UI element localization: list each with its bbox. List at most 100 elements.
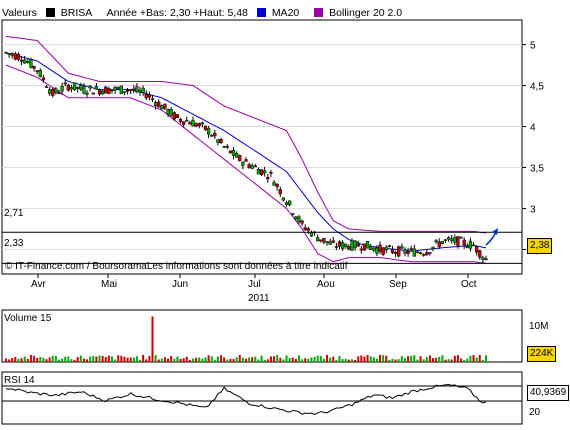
volume-bar [453,355,456,362]
volume-bar [235,357,238,362]
volume-bar [276,355,279,362]
candle-body [259,169,264,175]
volume-bar [435,357,438,362]
volume-bar [269,356,272,362]
level-low-label: 2,33 [4,238,24,249]
candle-body [153,102,158,106]
volume-bar [20,358,23,362]
volume-bar [425,357,428,362]
trend-arrow-head-icon [492,228,498,235]
month-label-oct: Oct [461,279,477,290]
volume-bar [347,359,350,362]
candle-body [38,70,42,77]
volume-bar [294,358,297,362]
candle-body [381,247,385,255]
candle-body [344,243,348,248]
volume-bar [375,358,378,362]
candle-body [82,86,86,94]
candle-body [66,84,70,91]
volume-bar [407,356,410,362]
candle-body [119,85,123,95]
volume-bar [382,355,385,362]
candle-body [116,87,120,89]
candle-body [437,241,441,247]
volume-bar [469,355,472,362]
volume-bar [422,359,425,362]
candle-body [484,258,488,260]
ma-swatch [256,8,266,17]
candle-body [434,240,438,243]
volume-bar [388,359,391,362]
candle-body [319,239,323,242]
candle-body [210,135,214,137]
volume-bar [160,358,163,362]
candle-body [206,128,211,135]
range-text: Année +Bas: 2,30 +Haut: 5,48 [106,7,248,19]
volume-bar [26,358,29,362]
candle-body [44,86,49,88]
legend-ma: MA20 [256,7,305,19]
candle-body [228,150,233,154]
volume-bar [232,359,235,362]
volume-bar [120,355,123,362]
volume-bar [51,355,54,362]
volume-bar [123,356,126,362]
volume-bar [182,358,185,362]
candle-body [166,109,170,115]
volume-bar [335,360,338,362]
candle-body [60,85,64,92]
volume-bar [248,357,251,362]
volume-bar [192,358,195,362]
bollinger-label: Bollinger 20 2.0 [329,7,403,19]
volume-bar [48,357,51,362]
candle-body [428,252,432,254]
volume-bar [363,356,366,362]
volume-bar [354,359,357,362]
candle-body [225,146,229,148]
volume-current-badge: 224K [527,346,557,362]
volume-bar [198,357,201,362]
candle-body [57,92,61,95]
candle-body [110,89,114,92]
volume-bar [176,356,179,362]
volume-bar [101,355,104,362]
volume-bar [154,355,157,362]
candle-body [29,59,33,68]
candle-body [150,98,155,100]
volume-bar [8,359,11,362]
candle-body [443,239,448,241]
volume-bar [319,355,322,362]
volume-bar [329,357,332,362]
candle-body [72,82,77,90]
volume-bar [210,356,213,362]
candle-body [350,240,354,251]
candle-body [275,183,279,188]
volume-bar [238,355,241,362]
volume-bar [220,355,223,362]
volume-bar [185,356,188,362]
volume-bar [279,357,282,362]
volume-bar [126,357,129,362]
month-label-jun: Jun [172,279,189,290]
volume-bar [316,355,319,362]
rsi-title: RSI 14 [4,375,35,386]
candle-body [157,101,161,108]
volume-bars [5,316,487,362]
candle-body [94,86,99,90]
volume-bar [397,359,400,362]
candlesticks [4,51,488,264]
candle-body [16,54,21,60]
volume-bar [478,354,481,362]
volume-bar [36,357,39,362]
candle-body [178,119,183,122]
candle-body [328,241,332,245]
candle-body [362,243,367,251]
month-axis [37,274,469,278]
candle-body [26,61,30,63]
rsi-line [5,383,487,415]
volume-tick-10m: 10M [529,321,549,332]
volume-bar [188,359,191,362]
y-tick-label: 4,5 [530,82,544,93]
volume-bar [229,358,232,362]
candle-body [375,247,379,254]
